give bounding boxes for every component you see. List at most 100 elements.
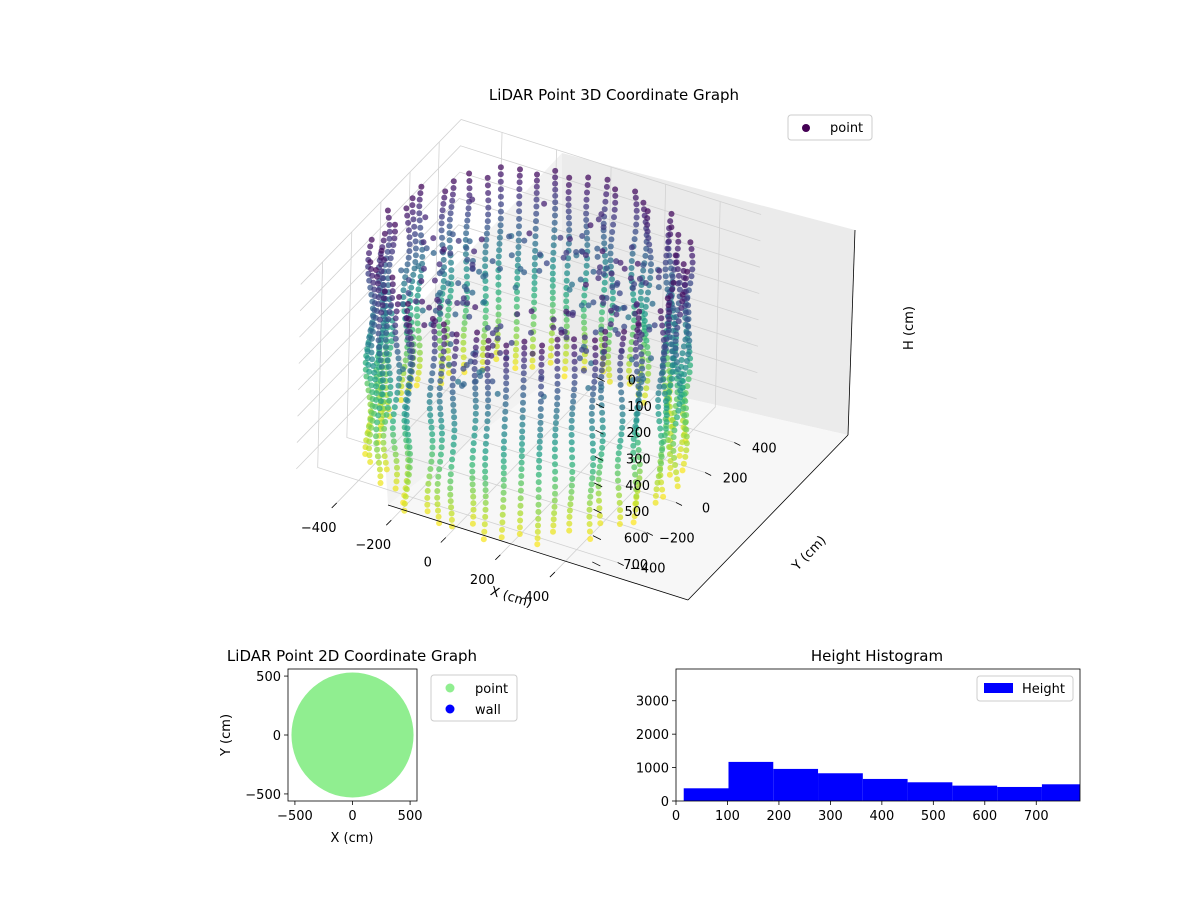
point-3d bbox=[573, 249, 580, 255]
point-3d bbox=[668, 375, 675, 382]
grid-z-line bbox=[299, 145, 761, 312]
point-3d bbox=[598, 402, 605, 409]
point-3d bbox=[452, 345, 459, 352]
point-3d bbox=[471, 366, 478, 372]
point-3d bbox=[600, 300, 607, 306]
point-3d bbox=[587, 536, 594, 542]
point-3d bbox=[484, 324, 491, 331]
point-3d bbox=[501, 423, 508, 430]
point-3d bbox=[552, 426, 559, 433]
point-3d bbox=[367, 375, 374, 382]
point-3d bbox=[497, 215, 504, 222]
point-3d bbox=[386, 261, 393, 268]
point-3d bbox=[450, 178, 457, 185]
point-3d bbox=[377, 473, 384, 480]
point-3d bbox=[471, 432, 478, 439]
point-3d bbox=[387, 384, 394, 390]
chart-2d: LiDAR Point 2D Coordinate Graph −500 0 500… bbox=[219, 647, 518, 846]
point-3d bbox=[619, 404, 626, 411]
point-3d bbox=[426, 304, 433, 311]
point-3d bbox=[484, 352, 491, 359]
point-3d bbox=[485, 390, 491, 397]
point-3d bbox=[592, 337, 598, 344]
hist-y-tick-label: 3000 bbox=[636, 695, 669, 710]
point-3d bbox=[609, 276, 615, 283]
point-3d bbox=[653, 486, 660, 493]
grid-z-line bbox=[299, 171, 760, 338]
point-3d bbox=[588, 410, 595, 417]
point-3d bbox=[643, 337, 650, 344]
point-3d bbox=[404, 425, 411, 432]
point-3d bbox=[472, 391, 479, 398]
point-3d bbox=[513, 319, 520, 325]
point-3d bbox=[553, 413, 560, 420]
point-3d bbox=[631, 317, 638, 324]
point-3d bbox=[602, 252, 608, 259]
point-3d bbox=[602, 259, 609, 265]
point-3d bbox=[434, 296, 441, 303]
point-3d bbox=[403, 486, 410, 493]
point-3d bbox=[369, 356, 376, 363]
point-3d bbox=[595, 216, 602, 223]
point-3d bbox=[648, 261, 654, 268]
point-3d bbox=[376, 466, 383, 473]
point-3d bbox=[405, 300, 411, 307]
point-3d bbox=[548, 330, 555, 337]
point-3d bbox=[597, 264, 603, 271]
point-3d bbox=[554, 394, 561, 401]
point-3d bbox=[519, 407, 526, 414]
legend-2d-label-wall: wall bbox=[475, 703, 501, 718]
point-3d bbox=[656, 383, 663, 390]
point-3d bbox=[533, 183, 540, 190]
legend-histogram-frame bbox=[976, 675, 1074, 702]
point-cloud-disk bbox=[291, 672, 414, 798]
point-3d bbox=[589, 475, 596, 482]
point-3d bbox=[408, 368, 415, 375]
point-3d bbox=[657, 377, 664, 384]
point-3d bbox=[378, 247, 385, 254]
point-3d bbox=[464, 256, 471, 263]
point-3d bbox=[662, 273, 669, 280]
point-3d bbox=[563, 308, 570, 315]
point-3d bbox=[570, 392, 577, 399]
point-3d bbox=[566, 227, 573, 233]
point-3d bbox=[665, 302, 672, 309]
point-3d bbox=[386, 235, 393, 242]
point-3d bbox=[441, 246, 447, 253]
point-3d bbox=[679, 291, 686, 298]
point-3d bbox=[485, 197, 492, 204]
point-3d bbox=[500, 504, 507, 511]
point-3d bbox=[482, 468, 489, 475]
point-3d bbox=[377, 480, 384, 486]
point-3d bbox=[455, 280, 462, 287]
point-3d bbox=[368, 266, 375, 272]
point-3d bbox=[646, 241, 653, 248]
point-3d bbox=[688, 246, 695, 252]
point-3d bbox=[497, 323, 504, 330]
grid-x-line bbox=[445, 166, 612, 538]
point-3d bbox=[430, 362, 437, 369]
point-3d bbox=[477, 373, 484, 379]
point-3d bbox=[635, 447, 642, 453]
point-3d bbox=[444, 312, 451, 319]
point-3d bbox=[485, 403, 491, 410]
point-3d bbox=[405, 219, 412, 226]
point-3d bbox=[590, 447, 597, 454]
point-3d bbox=[535, 486, 542, 493]
point-3d bbox=[414, 320, 421, 327]
point-3d bbox=[633, 301, 640, 308]
point-3d bbox=[516, 524, 523, 531]
point-3d bbox=[497, 164, 504, 171]
point-3d bbox=[448, 274, 455, 281]
point-3d bbox=[684, 268, 691, 275]
point-3d bbox=[554, 387, 561, 394]
point-3d bbox=[619, 418, 626, 425]
point-3d bbox=[381, 288, 388, 295]
x-tick-label: −400 bbox=[301, 521, 337, 536]
point-3d bbox=[590, 462, 597, 469]
point-3d bbox=[554, 365, 561, 372]
point-3d bbox=[408, 284, 415, 291]
point-3d bbox=[373, 383, 380, 390]
point-3d bbox=[373, 426, 380, 433]
point-3d bbox=[508, 252, 515, 259]
